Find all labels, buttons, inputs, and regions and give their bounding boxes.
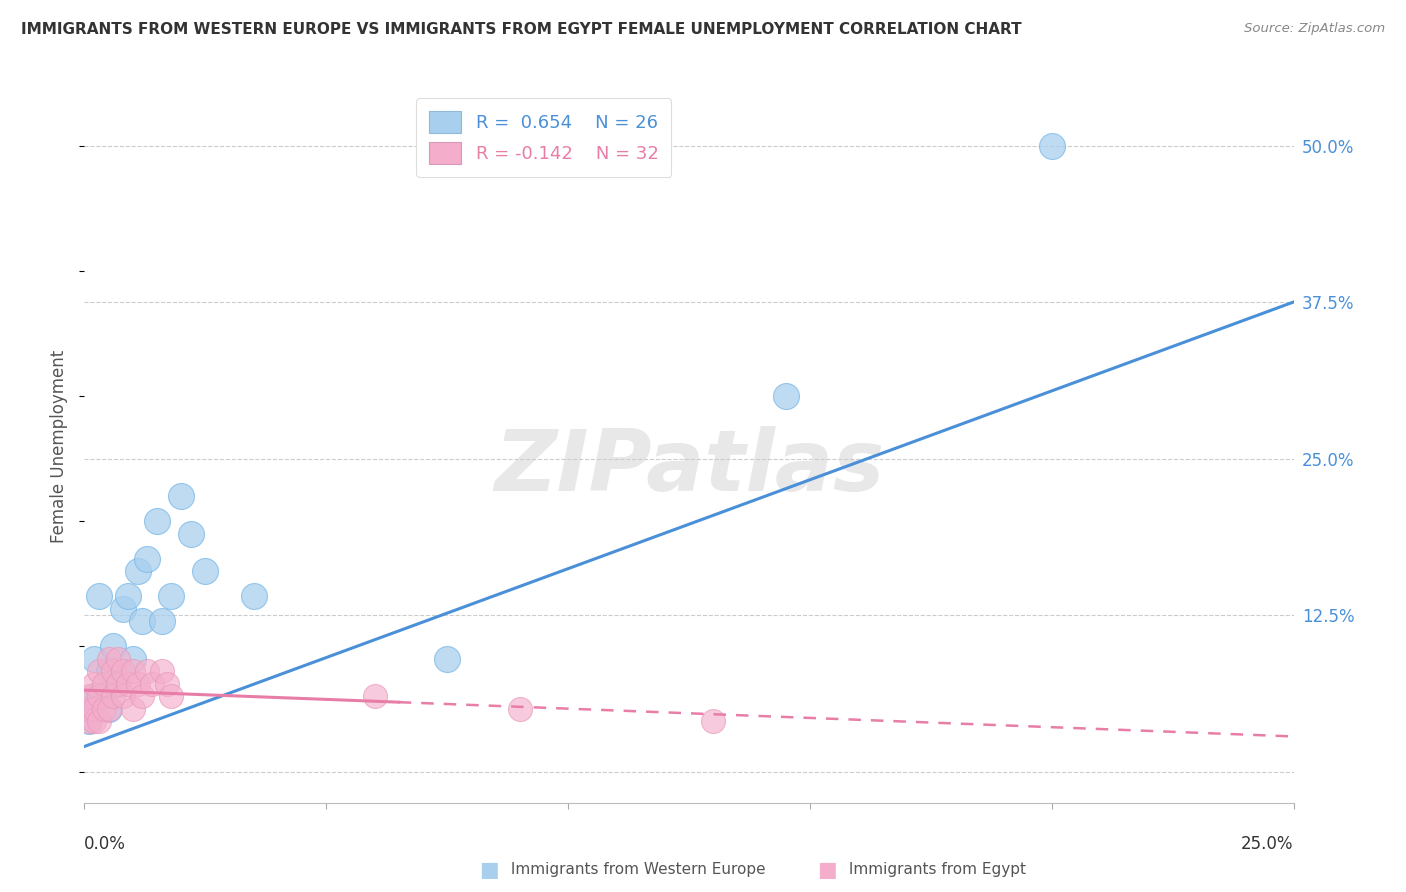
- Point: [112, 665, 135, 679]
- Point: [146, 514, 169, 528]
- Point: [83, 690, 105, 704]
- Point: [121, 702, 143, 716]
- Point: [83, 677, 105, 691]
- Point: [77, 714, 100, 729]
- Point: [160, 690, 183, 704]
- Point: [194, 564, 217, 578]
- Text: Immigrants from Western Europe: Immigrants from Western Europe: [506, 863, 766, 877]
- Point: [775, 389, 797, 403]
- Point: [702, 714, 724, 729]
- Point: [160, 589, 183, 603]
- Point: [77, 702, 100, 716]
- Text: 0.0%: 0.0%: [84, 835, 127, 853]
- Point: [141, 677, 163, 691]
- Point: [103, 690, 125, 704]
- Point: [77, 690, 100, 704]
- Point: [180, 526, 202, 541]
- Point: [87, 690, 110, 704]
- Point: [77, 714, 100, 729]
- Point: [363, 690, 385, 704]
- Text: ZIPatlas: ZIPatlas: [494, 425, 884, 509]
- Point: [121, 652, 143, 666]
- Point: [436, 652, 458, 666]
- Point: [87, 665, 110, 679]
- Point: [103, 665, 125, 679]
- Point: [170, 489, 193, 503]
- Point: [97, 702, 120, 716]
- Point: [97, 652, 120, 666]
- Point: [83, 714, 105, 729]
- Text: IMMIGRANTS FROM WESTERN EUROPE VS IMMIGRANTS FROM EGYPT FEMALE UNEMPLOYMENT CORR: IMMIGRANTS FROM WESTERN EUROPE VS IMMIGR…: [21, 22, 1022, 37]
- Point: [93, 702, 115, 716]
- Point: [107, 677, 129, 691]
- Point: [117, 677, 139, 691]
- Point: [112, 601, 135, 615]
- Point: [127, 564, 149, 578]
- Point: [127, 677, 149, 691]
- Point: [131, 614, 153, 628]
- Point: [242, 589, 264, 603]
- Point: [107, 677, 129, 691]
- Text: Immigrants from Egypt: Immigrants from Egypt: [844, 863, 1025, 877]
- Point: [1040, 138, 1063, 153]
- Y-axis label: Female Unemployment: Female Unemployment: [51, 350, 69, 542]
- Point: [136, 551, 159, 566]
- Point: [83, 702, 105, 716]
- Point: [112, 690, 135, 704]
- Point: [117, 589, 139, 603]
- Text: Source: ZipAtlas.com: Source: ZipAtlas.com: [1244, 22, 1385, 36]
- Point: [77, 702, 100, 716]
- Point: [155, 677, 177, 691]
- Text: ■: ■: [479, 860, 499, 880]
- Point: [150, 665, 173, 679]
- Point: [97, 702, 120, 716]
- Legend: R =  0.654    N = 26, R = -0.142    N = 32: R = 0.654 N = 26, R = -0.142 N = 32: [416, 98, 672, 177]
- Point: [83, 652, 105, 666]
- Point: [107, 652, 129, 666]
- Point: [87, 589, 110, 603]
- Point: [87, 714, 110, 729]
- Point: [103, 640, 125, 654]
- Text: ■: ■: [817, 860, 837, 880]
- Point: [97, 665, 120, 679]
- Point: [509, 702, 531, 716]
- Point: [131, 690, 153, 704]
- Point: [136, 665, 159, 679]
- Point: [121, 665, 143, 679]
- Point: [93, 690, 115, 704]
- Text: 25.0%: 25.0%: [1241, 835, 1294, 853]
- Point: [93, 677, 115, 691]
- Point: [150, 614, 173, 628]
